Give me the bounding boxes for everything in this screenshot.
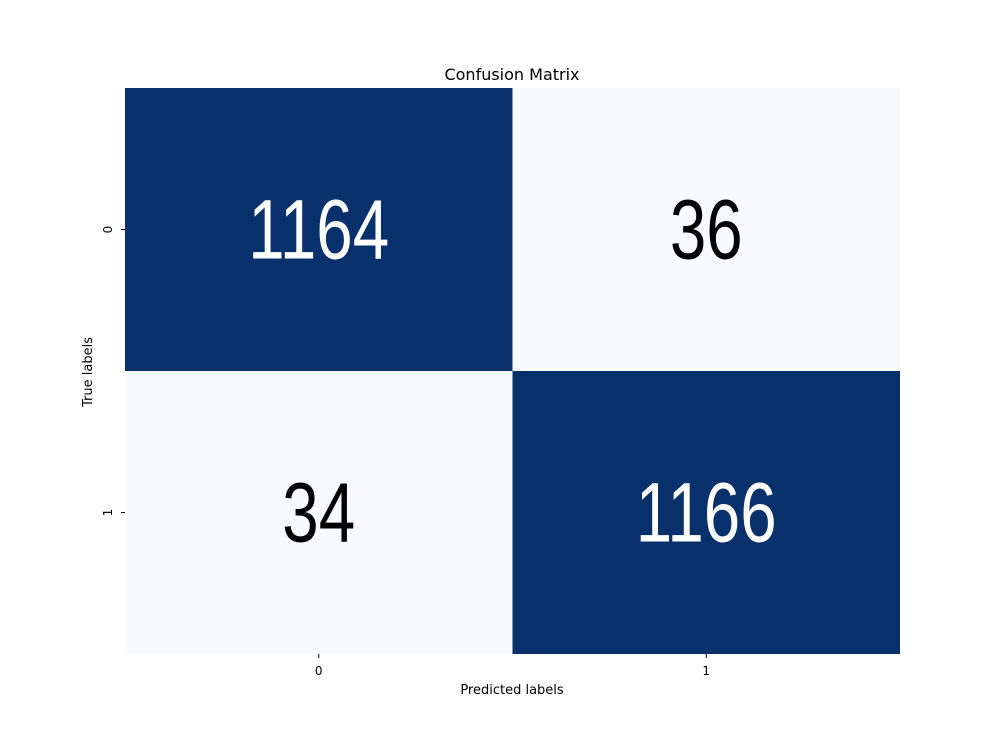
heatmap-cell	[125, 88, 513, 371]
chart-title: Confusion Matrix	[444, 65, 579, 84]
heatmap-cell	[512, 371, 900, 654]
y-tick-label: 1	[101, 509, 115, 517]
y-axis-label: True labels	[81, 337, 96, 408]
cell-value-label: 34	[282, 466, 355, 560]
heatmap-cell	[512, 88, 900, 371]
cell-value-label: 1164	[248, 183, 389, 277]
cell-value-label: 36	[670, 183, 743, 277]
x-tick-label: 1	[702, 664, 710, 678]
y-axis-ticks: 01	[101, 226, 125, 517]
heatmap-cell	[125, 371, 513, 654]
x-tick-label: 0	[315, 664, 323, 678]
cell-value-label: 1166	[636, 466, 777, 560]
y-tick-label: 0	[101, 226, 115, 234]
x-axis-label: Predicted labels	[460, 683, 564, 698]
heatmap-cells: 1164 36 34 1166	[125, 88, 900, 654]
